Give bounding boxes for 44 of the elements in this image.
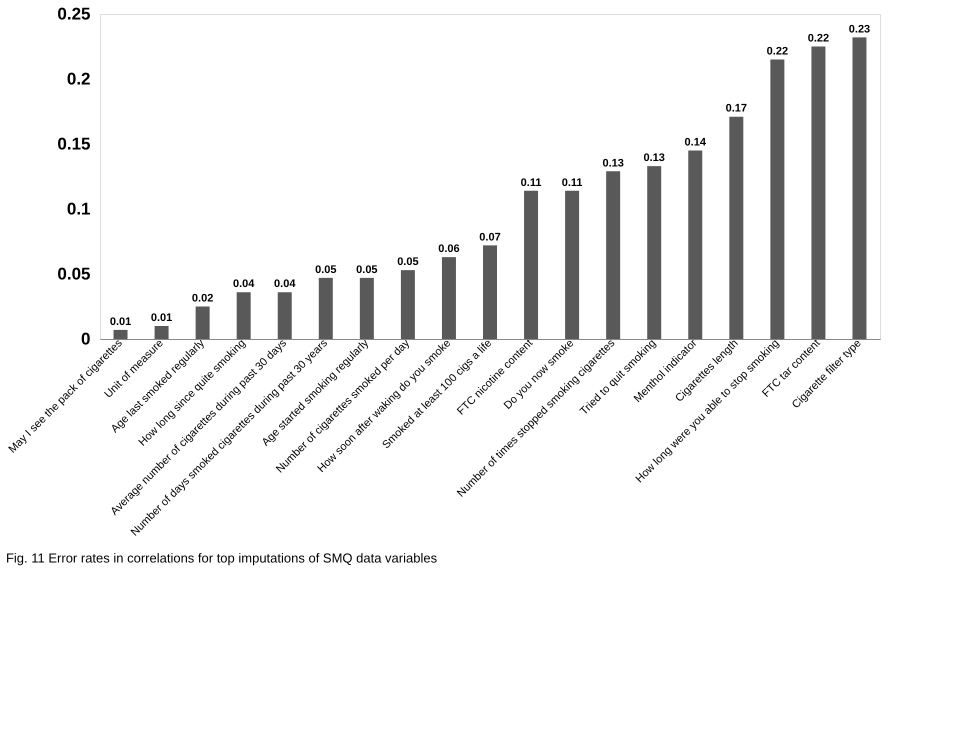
data-label: 0.23	[848, 23, 870, 36]
bar	[852, 37, 866, 339]
data-label: 0.05	[315, 264, 336, 276]
caption: Fig. 11 Error rates in correlations for top imputations of SMQ data variables	[6, 550, 438, 566]
bar	[647, 166, 662, 339]
y-tick-label: 0.05	[57, 264, 90, 284]
data-label: 0.11	[520, 176, 542, 189]
data-label: 0.07	[479, 231, 501, 244]
data-label: 0.11	[562, 176, 583, 189]
bar	[688, 150, 702, 339]
bar	[114, 330, 128, 339]
y-tick-label: 0.15	[57, 134, 90, 154]
bar	[811, 46, 826, 339]
data-label: 0.01	[110, 316, 132, 328]
data-label: 0.22	[766, 46, 788, 58]
data-label: 0.14	[684, 136, 707, 148]
y-tick-label: 0.2	[66, 70, 90, 88]
bar	[400, 270, 415, 339]
bar	[236, 292, 251, 339]
bar	[729, 116, 744, 339]
data-label: 0.13	[602, 157, 624, 170]
data-label: 0.04	[232, 278, 256, 290]
bar	[318, 278, 333, 339]
bar	[442, 257, 456, 339]
bar	[483, 245, 497, 339]
data-label: 0.06	[438, 243, 460, 256]
bar	[565, 190, 580, 339]
bar	[278, 292, 292, 339]
data-label: 0.04	[274, 278, 296, 290]
bar	[360, 278, 374, 339]
bar	[606, 171, 620, 339]
data-label: 0.13	[644, 152, 665, 164]
data-label: 0.01	[150, 312, 172, 324]
y-tick-label: 0.1	[66, 200, 90, 218]
data-label: 0.05	[356, 264, 378, 276]
bar	[524, 190, 538, 339]
y-tick-label: 0.25	[57, 4, 90, 24]
data-label: 0.22	[808, 32, 830, 44]
data-label: 0.17	[726, 102, 748, 115]
bar	[770, 60, 784, 339]
data-label: 0.02	[192, 292, 214, 304]
bar	[196, 306, 210, 339]
bar	[154, 326, 169, 339]
data-label: 0.05	[397, 256, 419, 268]
